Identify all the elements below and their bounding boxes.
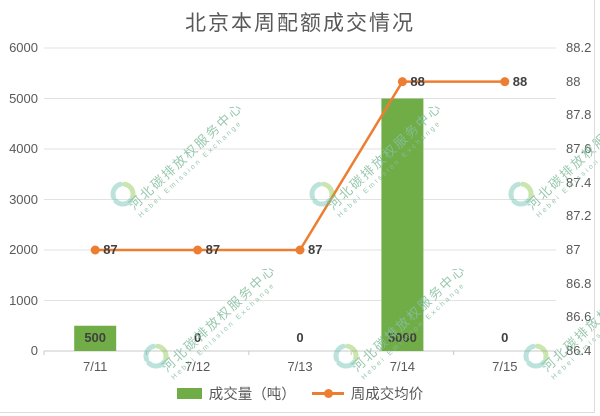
legend-volume-label: 成交量（吨）	[208, 386, 296, 403]
legend-item-price: 周成交均价	[311, 383, 424, 404]
line-marker-dot	[500, 77, 510, 87]
bar-data-label: 5000	[387, 330, 417, 345]
y-axis-left-tick-label: 1000	[9, 292, 38, 308]
line-data-label: 87	[308, 242, 323, 257]
legend-item-volume: 成交量（吨）	[176, 383, 296, 404]
line-data-label: 87	[103, 242, 118, 257]
y-axis-left-tick-label: 5000	[9, 90, 38, 106]
y-axis-left-tick-label: 3000	[9, 191, 38, 207]
chart-border-right	[594, 0, 595, 413]
bar	[74, 325, 117, 351]
y-axis-left-tick-label: 4000	[9, 141, 38, 156]
x-axis-category-label: 7/15	[492, 359, 518, 374]
line-data-label: 87	[205, 242, 221, 257]
chart-title: 北京本周配额成交情况	[185, 11, 415, 35]
x-axis-category-label: 7/13	[287, 359, 313, 374]
y-axis-right-tick-label: 87.2	[566, 208, 592, 224]
bar-data-label: 0	[193, 330, 202, 345]
chart-border-bottom	[0, 412, 595, 413]
bar	[381, 98, 424, 351]
bar-data-label: 500	[84, 330, 107, 345]
y-axis-right-tick-label: 87.6	[566, 141, 592, 156]
y-axis-right-tick-label: 88.2	[566, 40, 592, 55]
line-marker-dot	[193, 245, 203, 255]
y-axis-right-tick-label: 86.4	[566, 343, 592, 358]
line-data-label: 88	[512, 73, 528, 89]
y-axis-right-tick-label: 88	[566, 73, 581, 89]
bar-data-label: 0	[296, 330, 304, 345]
y-axis-right-tick-label: 87.4	[566, 174, 592, 190]
bar-data-label: 0	[501, 330, 509, 345]
line-marker-dot	[295, 245, 305, 255]
line-data-label: 88	[410, 73, 425, 89]
x-axis-category-label: 7/11	[83, 359, 108, 374]
line-marker-dot	[90, 245, 100, 255]
x-axis-category-label: 7/14	[389, 359, 416, 374]
legend-line-dot-icon	[323, 388, 333, 398]
y-axis-left-tick-label: 2000	[9, 242, 38, 257]
y-axis-right-tick-label: 87.8	[566, 107, 592, 123]
legend: 成交量（吨） 周成交均价	[0, 383, 600, 403]
legend-bar-swatch-icon	[176, 387, 202, 399]
legend-price-label: 周成交均价	[350, 386, 424, 403]
x-axis-category-label: 7/12	[184, 359, 211, 374]
y-axis-left-tick-label: 6000	[9, 40, 38, 55]
legend-line-marker-icon	[311, 388, 344, 398]
y-axis-right-tick-label: 87	[566, 242, 581, 257]
y-axis-right-tick-label: 86.6	[566, 309, 592, 325]
y-axis-right-tick-label: 86.8	[566, 275, 592, 291]
y-axis-left-tick-label: 0	[30, 343, 38, 358]
line-marker-dot	[397, 77, 407, 87]
